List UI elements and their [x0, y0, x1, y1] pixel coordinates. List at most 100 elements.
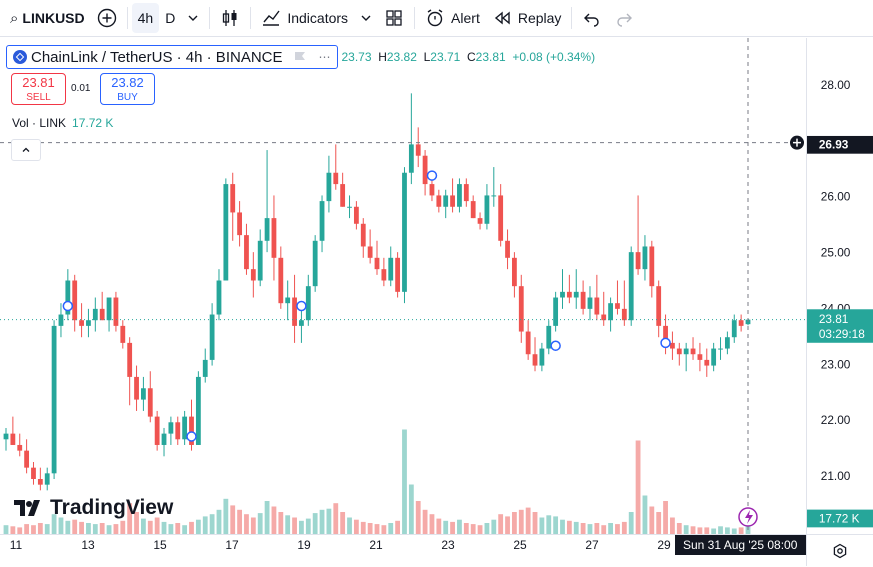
layout-button[interactable] [378, 3, 410, 33]
candle-body [690, 348, 696, 355]
buy-button[interactable]: 23.82 BUY [100, 73, 155, 105]
crosshair-time-tag [675, 535, 806, 555]
indicators-dropdown[interactable] [354, 3, 378, 33]
symbol-name: LINKUSD [22, 10, 85, 26]
volume-bar [395, 520, 401, 534]
candle-body [436, 195, 442, 207]
candle-body [216, 280, 222, 315]
volume-bar [580, 523, 586, 534]
volume-bar [594, 523, 600, 534]
candle-body [250, 269, 256, 281]
candle-body [209, 314, 215, 360]
candle-body [271, 218, 277, 258]
candle-body [31, 467, 36, 479]
candle-body [704, 359, 710, 366]
ohlc-high-prefix: H [374, 50, 387, 64]
price-axis[interactable]: 28.0026.0025.0024.0023.0022.0021.0026.93… [806, 38, 873, 534]
candle-body [573, 291, 579, 298]
volume-bar [443, 520, 449, 534]
ohlc-high: 23.82 [386, 50, 417, 64]
candle-body [525, 331, 531, 355]
candle-body [86, 320, 91, 326]
indicators-button[interactable]: Indicators [255, 3, 354, 33]
volume-bar [72, 519, 78, 534]
interval-d-button[interactable]: D [159, 3, 181, 33]
candle-body [463, 184, 469, 202]
ohlc-low-prefix: L [420, 50, 431, 64]
time-tick-label: 13 [81, 538, 95, 552]
symbol-search[interactable]: ⌕ LINKUSD [4, 3, 91, 33]
redo-button[interactable] [608, 3, 640, 33]
chart-settings-button[interactable] [806, 534, 873, 566]
undo-icon [584, 13, 600, 27]
candle-body [381, 269, 387, 281]
candle-body [347, 206, 352, 208]
candle-body [697, 354, 703, 360]
time-tick-label: 21 [369, 538, 383, 552]
volume-bar [402, 429, 407, 534]
compare-button[interactable] [91, 3, 123, 33]
time-tick-label: 23 [441, 538, 455, 552]
alert-button[interactable]: Alert [419, 3, 486, 33]
tradingview-wordmark: TradingView [50, 496, 174, 519]
volume-bar [621, 521, 627, 534]
volume-bar [17, 527, 23, 534]
price-chart[interactable] [0, 38, 806, 534]
candle-body [621, 308, 627, 321]
volume-bar [216, 509, 222, 534]
candle-body [422, 155, 428, 185]
volume-bar [168, 524, 174, 534]
volume-bar [37, 523, 43, 534]
candle-body [154, 416, 160, 445]
chevron-down-icon [361, 15, 371, 21]
chart-type-button[interactable] [214, 3, 246, 33]
volume-bar [44, 524, 50, 534]
volume-bar [154, 517, 160, 534]
lightning-glyph [745, 510, 753, 524]
interval-4h-button[interactable]: 4h [131, 3, 160, 33]
volume-bar [86, 523, 91, 534]
buy-label: BUY [117, 92, 138, 103]
tradingview-logo[interactable]: TradingView [14, 496, 173, 520]
candle-body [189, 416, 194, 445]
volume-bar [367, 523, 373, 534]
candle-body [408, 144, 414, 173]
crosshair-price-tag [807, 135, 873, 154]
replay-button[interactable]: Replay [486, 3, 568, 33]
candle-body [518, 286, 524, 332]
time-axis[interactable]: 11 13 15 17 19 21 23 25 27 29 Sun 31 Aug '25 08:00 [0, 534, 806, 567]
ohlc-change: +0.08 (+0.34%) [512, 50, 596, 64]
interval-4h-label: 4h [137, 10, 154, 26]
volume-bar [58, 517, 64, 534]
candle-body [182, 416, 188, 440]
event-marker [296, 300, 307, 312]
interval-dropdown[interactable] [181, 3, 205, 33]
volume-bar [106, 525, 112, 534]
candle-body [353, 206, 359, 224]
volume-bar [539, 517, 545, 534]
replay-label: Replay [517, 10, 562, 26]
last-price-label: 23.81 [819, 312, 849, 326]
price-tick-label: 21.00 [821, 469, 851, 483]
collapse-legend-button[interactable] [11, 139, 41, 161]
volume-bar [347, 517, 352, 534]
symbol-legend: ChainLink / TetherUS · 4h · BINANCE ⋯ 23… [6, 45, 595, 69]
candle-body [230, 184, 236, 213]
volume-bar [374, 524, 380, 534]
candle-body [470, 201, 476, 219]
volume-label: Vol · LINK [12, 116, 67, 130]
volume-bar [457, 519, 462, 534]
divider [414, 7, 416, 29]
symbol-title-box[interactable]: ChainLink / TetherUS · 4h · BINANCE ⋯ [6, 45, 338, 69]
sell-button[interactable]: 23.81 SELL [11, 73, 66, 105]
undo-button[interactable] [576, 3, 608, 33]
volume-bar [237, 509, 242, 534]
volume-bar [92, 524, 98, 534]
volume-bar [642, 495, 648, 534]
more-dots-icon: ⋯ [318, 50, 331, 64]
candle-body [79, 320, 84, 326]
volume-bar [532, 512, 538, 534]
volume-bar [195, 519, 201, 534]
volume-bar [65, 520, 71, 534]
candle-body [402, 172, 407, 292]
